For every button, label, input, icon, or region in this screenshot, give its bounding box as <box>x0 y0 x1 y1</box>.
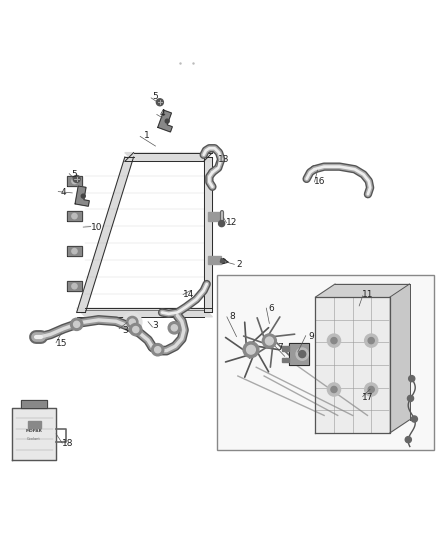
Circle shape <box>364 383 378 396</box>
Circle shape <box>165 119 169 123</box>
Polygon shape <box>208 255 221 264</box>
Polygon shape <box>67 281 82 292</box>
Circle shape <box>327 334 340 347</box>
Text: 11: 11 <box>362 290 374 300</box>
Polygon shape <box>390 284 410 433</box>
Polygon shape <box>67 176 82 187</box>
Text: 15: 15 <box>56 338 67 348</box>
Circle shape <box>72 284 77 289</box>
Circle shape <box>296 348 308 360</box>
Circle shape <box>327 383 340 396</box>
Circle shape <box>123 312 142 332</box>
Text: 18: 18 <box>62 439 74 448</box>
Text: 2: 2 <box>236 260 241 269</box>
Text: 5: 5 <box>152 92 159 101</box>
Circle shape <box>72 179 77 184</box>
Circle shape <box>247 345 255 354</box>
Circle shape <box>156 99 163 106</box>
Text: 7: 7 <box>277 343 283 352</box>
Text: 5: 5 <box>71 170 78 179</box>
Polygon shape <box>21 400 47 408</box>
Polygon shape <box>75 186 89 206</box>
Circle shape <box>364 334 378 347</box>
Circle shape <box>72 214 77 219</box>
Circle shape <box>127 317 138 328</box>
Circle shape <box>129 319 135 325</box>
Text: 10: 10 <box>91 223 102 231</box>
Text: 3: 3 <box>152 321 159 330</box>
Circle shape <box>152 344 164 356</box>
Circle shape <box>155 346 161 353</box>
Circle shape <box>171 325 177 331</box>
Text: MOPAR: MOPAR <box>26 429 42 433</box>
Circle shape <box>81 194 85 198</box>
Circle shape <box>71 318 83 330</box>
Circle shape <box>368 337 374 344</box>
Polygon shape <box>158 110 172 132</box>
Polygon shape <box>315 284 410 297</box>
Text: 17: 17 <box>362 393 374 402</box>
Polygon shape <box>67 246 82 256</box>
Circle shape <box>411 416 417 422</box>
Circle shape <box>331 386 337 393</box>
Polygon shape <box>12 408 56 460</box>
Circle shape <box>133 327 139 333</box>
Text: 4: 4 <box>61 188 66 197</box>
Polygon shape <box>77 157 134 312</box>
Polygon shape <box>289 343 309 365</box>
Circle shape <box>331 337 337 344</box>
Text: 13: 13 <box>218 155 229 164</box>
Circle shape <box>130 324 142 336</box>
Polygon shape <box>208 212 221 221</box>
Polygon shape <box>282 346 289 351</box>
Text: 9: 9 <box>308 332 314 341</box>
Circle shape <box>405 437 411 443</box>
Polygon shape <box>282 358 289 362</box>
Polygon shape <box>77 308 212 317</box>
Circle shape <box>219 221 225 227</box>
Polygon shape <box>28 421 41 427</box>
Text: 14: 14 <box>183 290 194 300</box>
Circle shape <box>168 322 180 334</box>
Polygon shape <box>315 297 390 433</box>
Circle shape <box>409 376 415 382</box>
Circle shape <box>407 395 413 401</box>
Circle shape <box>265 337 273 345</box>
Circle shape <box>299 351 306 358</box>
Polygon shape <box>204 157 212 312</box>
Polygon shape <box>125 152 212 161</box>
Circle shape <box>72 248 77 254</box>
Circle shape <box>262 334 276 348</box>
Circle shape <box>368 386 374 393</box>
Circle shape <box>74 321 80 327</box>
Text: 1: 1 <box>144 131 150 140</box>
Text: 12: 12 <box>226 218 237 227</box>
Text: 3: 3 <box>122 326 128 335</box>
Polygon shape <box>220 259 225 263</box>
Text: Coolant: Coolant <box>27 437 41 441</box>
Circle shape <box>73 175 80 182</box>
Circle shape <box>243 342 259 358</box>
Bar <box>217 275 434 450</box>
Text: 8: 8 <box>229 312 235 321</box>
Text: 6: 6 <box>268 304 275 313</box>
Polygon shape <box>67 211 82 221</box>
Text: 16: 16 <box>314 176 325 185</box>
Text: 4: 4 <box>159 109 165 118</box>
